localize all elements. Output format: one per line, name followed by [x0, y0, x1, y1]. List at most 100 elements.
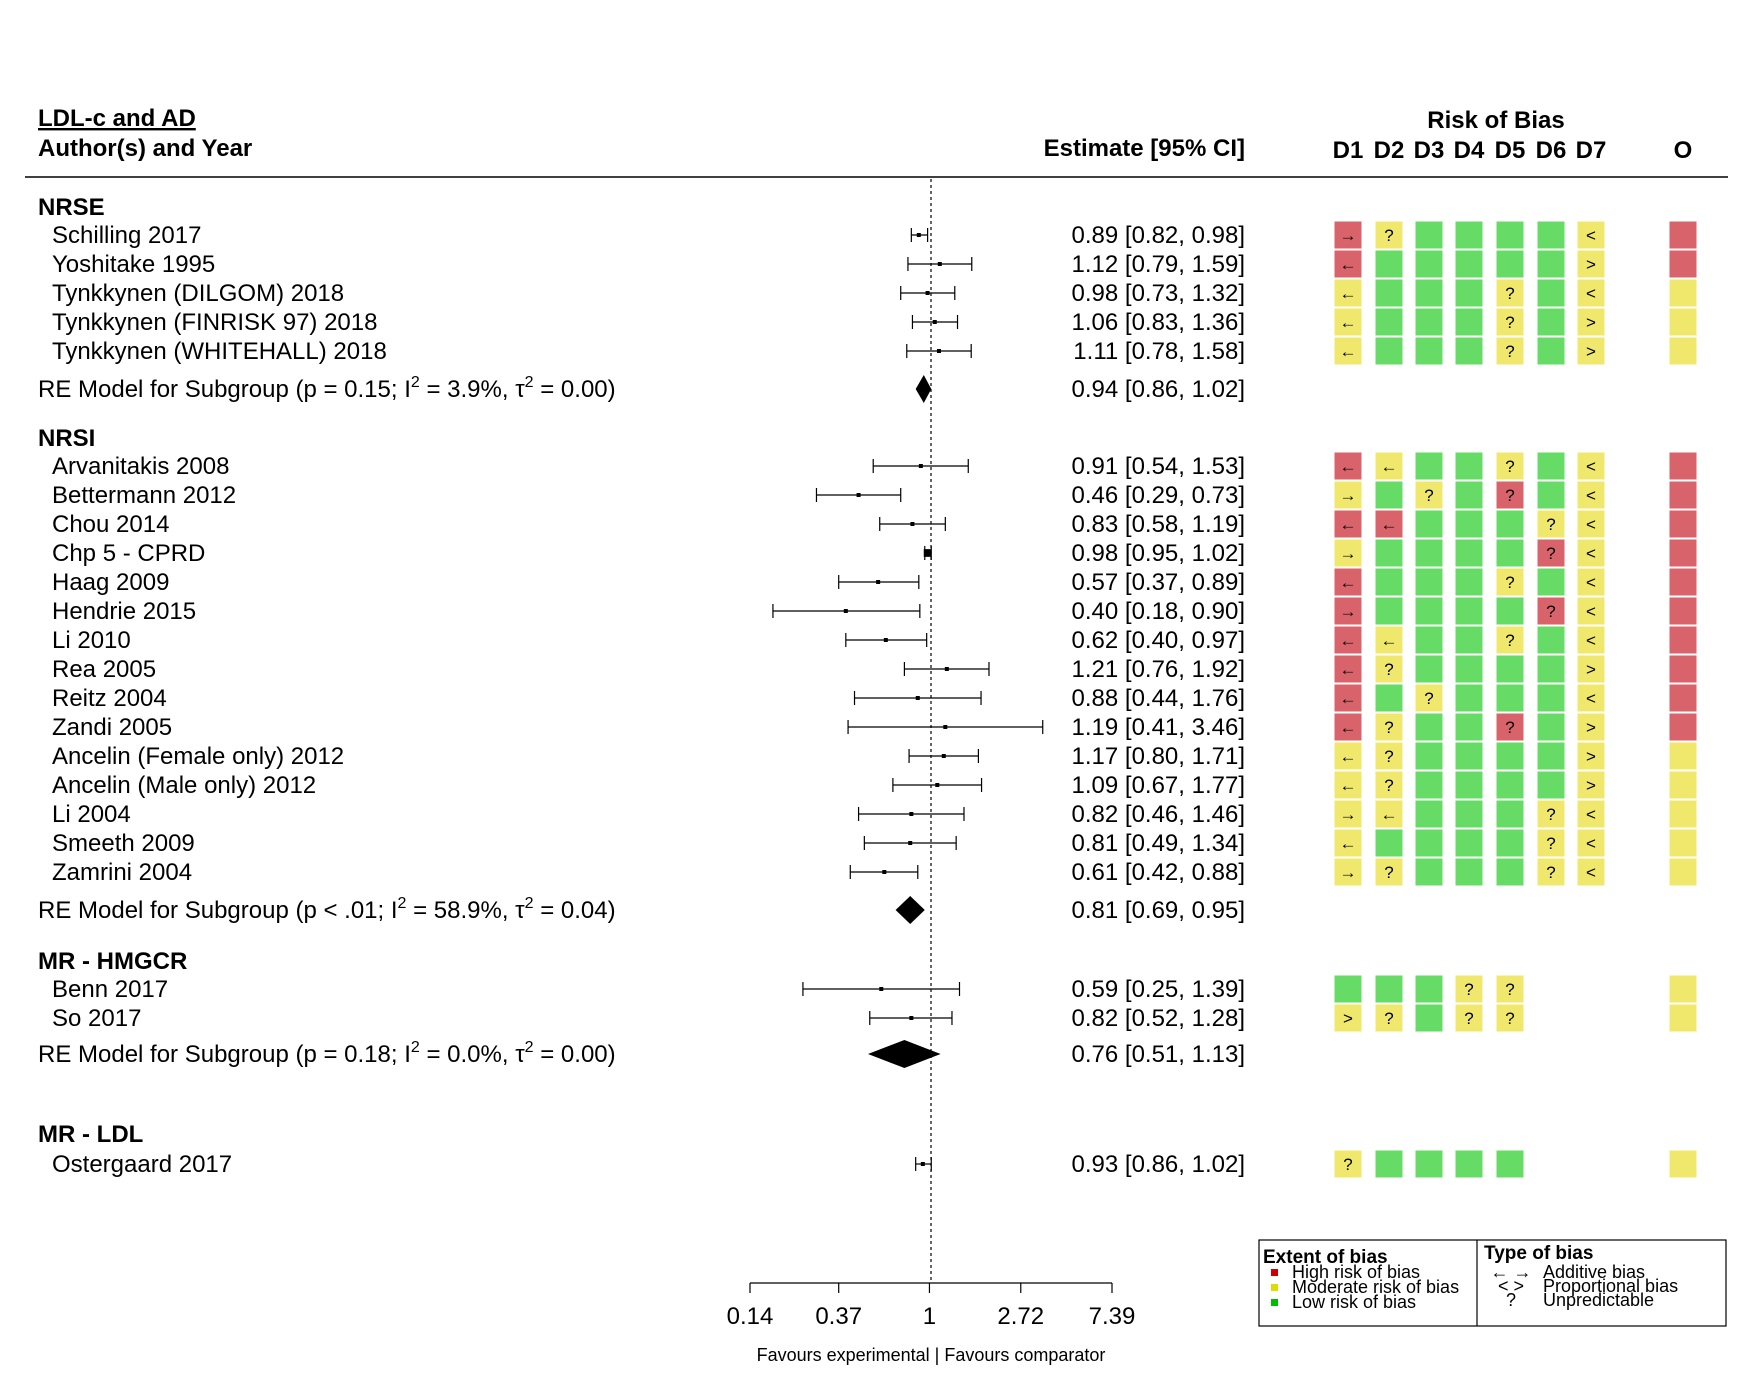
rob-cell-moderate — [1577, 713, 1605, 741]
rob-cell-high — [1334, 568, 1362, 596]
rob-symbol: ? — [1546, 515, 1555, 534]
study-estimate: 0.62 [0.40, 0.97] — [1072, 627, 1245, 654]
x-tick-label: 2.72 — [997, 1303, 1044, 1330]
rob-symbol: ← — [1340, 573, 1357, 592]
rob-cell-low — [1455, 858, 1483, 886]
rob-symbol: ? — [1546, 805, 1555, 824]
study-estimate: 1.09 [0.67, 1.77] — [1072, 772, 1245, 799]
rob-cell-low — [1455, 684, 1483, 712]
rob-symbol: → — [1340, 486, 1357, 505]
rob-cell-moderate — [1334, 1150, 1362, 1178]
point-estimate — [909, 812, 914, 816]
point-estimate — [883, 638, 888, 642]
study-label: Tynkkynen (FINRISK 97) 2018 — [52, 309, 377, 336]
rob-cell-moderate — [1669, 800, 1697, 828]
study-row: Haag 2009 0.57 [0.37, 0.89] ←? < — [52, 568, 1697, 596]
rob-cell-low — [1496, 221, 1524, 249]
study-row: Rea 2005 1.21 [0.76, 1.92] ←? > — [52, 655, 1697, 683]
rob-cell-moderate — [1375, 452, 1403, 480]
rob-symbol: ? — [1505, 1009, 1514, 1028]
rob-cell-high — [1669, 713, 1697, 741]
rob-cell-low — [1537, 279, 1565, 307]
summary-label-part: RE Model for Subgroup (p = 0.15; I — [38, 376, 411, 403]
rob-symbol: ← — [1340, 718, 1357, 737]
rob-symbol: ? — [1384, 718, 1393, 737]
rob-cell-low — [1375, 250, 1403, 278]
rob-cell-moderate — [1496, 1004, 1524, 1032]
summary-label: RE Model for Subgroup (p = 0.18; I2 = 0.… — [38, 1039, 616, 1068]
study-label: Zamrini 2004 — [52, 859, 192, 886]
rob-cell-high — [1669, 597, 1697, 625]
study-label: Li 2004 — [52, 801, 131, 828]
rob-cell-moderate — [1496, 975, 1524, 1003]
column-header-estimate: Estimate [95% CI] — [1044, 135, 1245, 162]
rob-cell-moderate — [1375, 221, 1403, 249]
rob-cell-low — [1415, 337, 1443, 365]
study-row: Reitz 2004 0.88 [0.44, 1.76] ←? < — [52, 684, 1697, 712]
rob-cell-low — [1496, 597, 1524, 625]
study-label: Smeeth 2009 — [52, 830, 195, 857]
rob-cell-low — [1455, 337, 1483, 365]
rob-cell-moderate — [1669, 308, 1697, 336]
study-label: Reitz 2004 — [52, 685, 167, 712]
rob-cell-high — [1334, 452, 1362, 480]
study-estimate: 0.88 [0.44, 1.76] — [1072, 685, 1245, 712]
rob-cell-low — [1455, 481, 1483, 509]
study-row: Schilling 2017 0.89 [0.82, 0.98] →? < — [52, 221, 1697, 249]
point-estimate — [923, 549, 932, 557]
rob-cell-low — [1455, 308, 1483, 336]
rob-cell-moderate — [1455, 975, 1483, 1003]
legend-extent-label: Low risk of bias — [1292, 1292, 1416, 1312]
summary-label-part: = 0.0%, τ — [420, 1041, 525, 1068]
point-estimate — [856, 493, 861, 497]
rob-cell-low — [1415, 713, 1443, 741]
rob-symbol: < — [1586, 544, 1596, 563]
rob-symbol: ← — [1340, 313, 1357, 332]
rob-cell-high — [1496, 713, 1524, 741]
rob-cell-high — [1334, 250, 1362, 278]
summary-estimate: 0.94 [0.86, 1.02] — [1072, 376, 1245, 403]
rob-cell-low — [1375, 684, 1403, 712]
rob-cell-low — [1455, 539, 1483, 567]
rob-cell-low — [1334, 975, 1362, 1003]
study-label: Arvanitakis 2008 — [52, 453, 229, 480]
rob-symbol: > — [1343, 1009, 1353, 1028]
rob-cell-moderate — [1577, 858, 1605, 886]
rob-cell-low — [1537, 713, 1565, 741]
study-estimate: 0.98 [0.73, 1.32] — [1072, 280, 1245, 307]
rob-cell-moderate — [1669, 1004, 1697, 1032]
legend-box — [1258, 1239, 1727, 1327]
rob-cell-low — [1537, 481, 1565, 509]
rob-cell-high — [1669, 481, 1697, 509]
point-estimate — [916, 233, 921, 237]
study-estimate: 0.82 [0.46, 1.46] — [1072, 801, 1245, 828]
rob-cell-high — [1537, 539, 1565, 567]
rob-symbol: ? — [1505, 457, 1514, 476]
rob-symbol: ? — [1464, 980, 1473, 999]
point-estimate — [918, 464, 923, 468]
study-label: Rea 2005 — [52, 656, 156, 683]
rob-cell-moderate — [1496, 279, 1524, 307]
rob-cell-high — [1669, 684, 1697, 712]
rob-cell-low — [1415, 539, 1443, 567]
rob-domain-d1: D1 — [1333, 137, 1364, 164]
study-label: Hendrie 2015 — [52, 598, 196, 625]
rob-symbol: ? — [1384, 226, 1393, 245]
point-estimate — [925, 291, 930, 295]
rob-cell-high — [1537, 597, 1565, 625]
rob-cell-high — [1669, 510, 1697, 538]
rob-cell-high — [1334, 655, 1362, 683]
study-label: Ancelin (Male only) 2012 — [52, 772, 316, 799]
rob-cell-low — [1496, 1150, 1524, 1178]
legend-type-label: Proportional bias — [1543, 1276, 1678, 1296]
rob-cell-moderate — [1669, 742, 1697, 770]
study-row: Li 2010 0.62 [0.40, 0.97] ← ←? < — [52, 626, 1697, 654]
rob-cell-moderate — [1577, 684, 1605, 712]
legend-swatch-high — [1271, 1269, 1278, 1276]
rob-cell-moderate — [1375, 1004, 1403, 1032]
rob-cell-low — [1537, 771, 1565, 799]
rob-cell-moderate — [1415, 684, 1443, 712]
rob-symbol: ? — [1384, 776, 1393, 795]
rob-title: Risk of Bias — [1427, 107, 1564, 134]
